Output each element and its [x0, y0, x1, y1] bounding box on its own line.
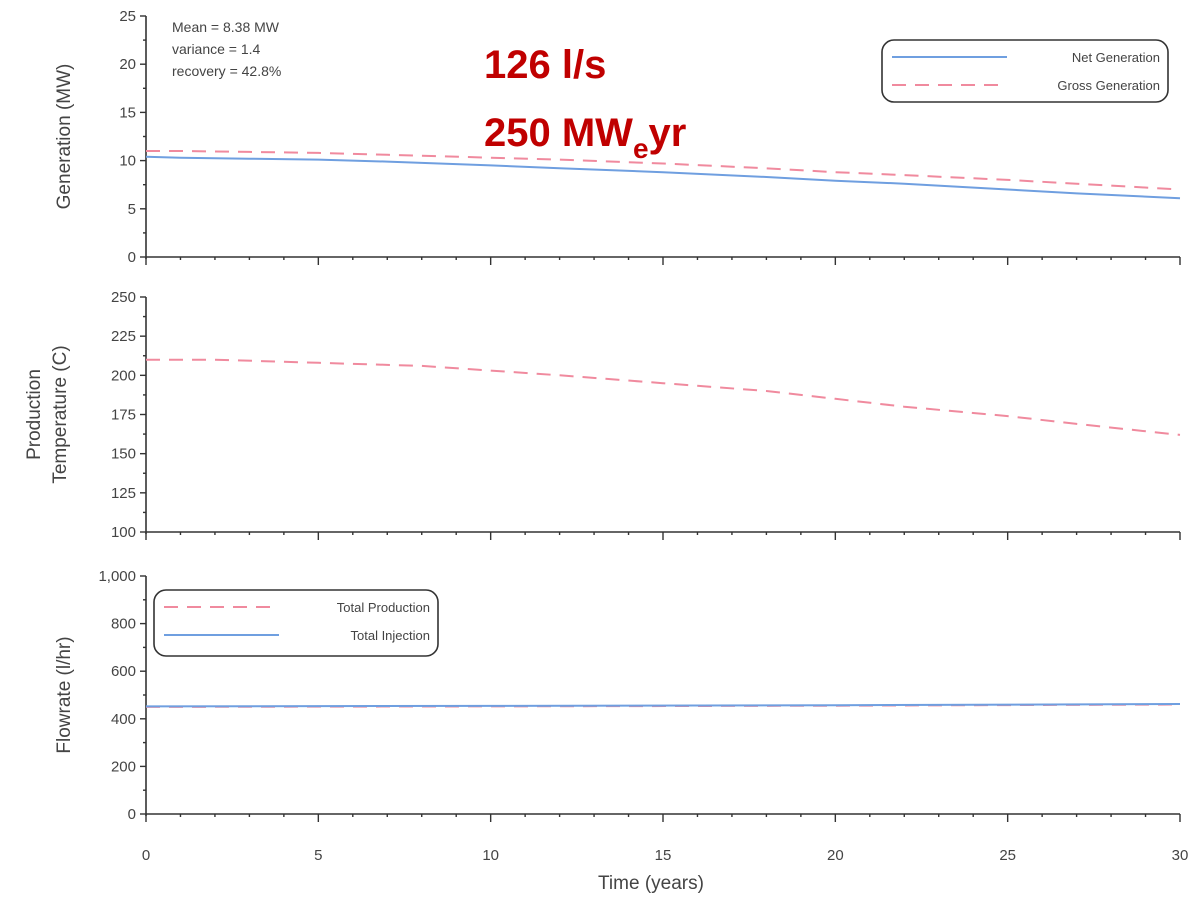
generation-panel: 0 5 10 15 20 25 Generation (MW) Mean = 8.38 MW v… — [54, 8, 1181, 266]
y-axis-title-line1: Production — [24, 369, 45, 460]
y-axis-title: Generation (MW) — [54, 64, 75, 210]
series-line — [145, 703, 1181, 708]
overlay-flow-text: 126 l/s — [484, 43, 606, 87]
y-tick-label: 5 — [128, 201, 136, 218]
y-tick-label: 125 — [111, 485, 136, 502]
x-tick-label: 10 — [482, 847, 499, 864]
y-tick-label: 100 — [111, 524, 136, 541]
y-tick-label: 400 — [111, 711, 136, 728]
y-tick-label: 250 — [111, 289, 136, 306]
x-tick-label: 25 — [999, 847, 1016, 864]
y-tick-label: 0 — [128, 806, 136, 823]
series-line — [146, 150, 1181, 191]
y-tick-label: 0 — [128, 249, 136, 266]
y-tick-label: 600 — [111, 663, 136, 680]
y-tick-label: 25 — [119, 8, 136, 25]
x-axis-title: Time (years) — [598, 873, 704, 894]
legend-box — [153, 589, 439, 657]
y-tick-label: 1,000 — [98, 568, 136, 585]
series-line — [146, 358, 1181, 436]
legend-label: Total Injection — [351, 628, 431, 643]
overlay-energy-end: yr — [649, 111, 687, 155]
y-tick-label: 800 — [111, 616, 136, 633]
x-tick-label: 15 — [655, 847, 672, 864]
y-axis-title-line2: Temperature (C) — [50, 345, 71, 483]
annotation-text: Mean = 8.38 MW — [172, 19, 280, 35]
y-tick-label: 10 — [119, 153, 136, 170]
y-axis-title: Flowrate (l/hr) — [54, 636, 75, 753]
overlay-energy-subscript: e — [633, 133, 649, 164]
y-tick-label: 150 — [111, 446, 136, 463]
x-tick-label: 0 — [142, 847, 150, 864]
legend-label: Gross Generation — [1057, 78, 1160, 93]
y-tick-label: 225 — [111, 328, 136, 345]
overlay-energy-text: 250 MWeyr — [484, 111, 686, 164]
legend-label: Net Generation — [1072, 50, 1160, 65]
legend-label: Total Production — [337, 600, 430, 615]
flowrate-panel: 0 200 400 600 800 1,000 0 5 10 15 20 25 30 Time (year… — [54, 568, 1188, 894]
y-tick-label: 175 — [111, 407, 136, 424]
x-tick-label: 20 — [827, 847, 844, 864]
series-line — [145, 155, 1181, 200]
y-tick-label: 15 — [119, 104, 136, 121]
annotation-text: recovery = 42.8% — [172, 63, 281, 79]
y-tick-label: 200 — [111, 367, 136, 384]
y-tick-label: 20 — [119, 56, 136, 73]
legend-box — [881, 39, 1169, 103]
y-tick-label: 200 — [111, 758, 136, 775]
temperature-panel: 100 125 150 175 200 225 250 Production Temperatu… — [24, 289, 1181, 541]
x-tick-label: 5 — [314, 847, 322, 864]
x-tick-label: 30 — [1172, 847, 1189, 864]
annotation-text: variance = 1.4 — [172, 41, 261, 57]
overlay-energy-main: 250 MW — [484, 111, 633, 155]
